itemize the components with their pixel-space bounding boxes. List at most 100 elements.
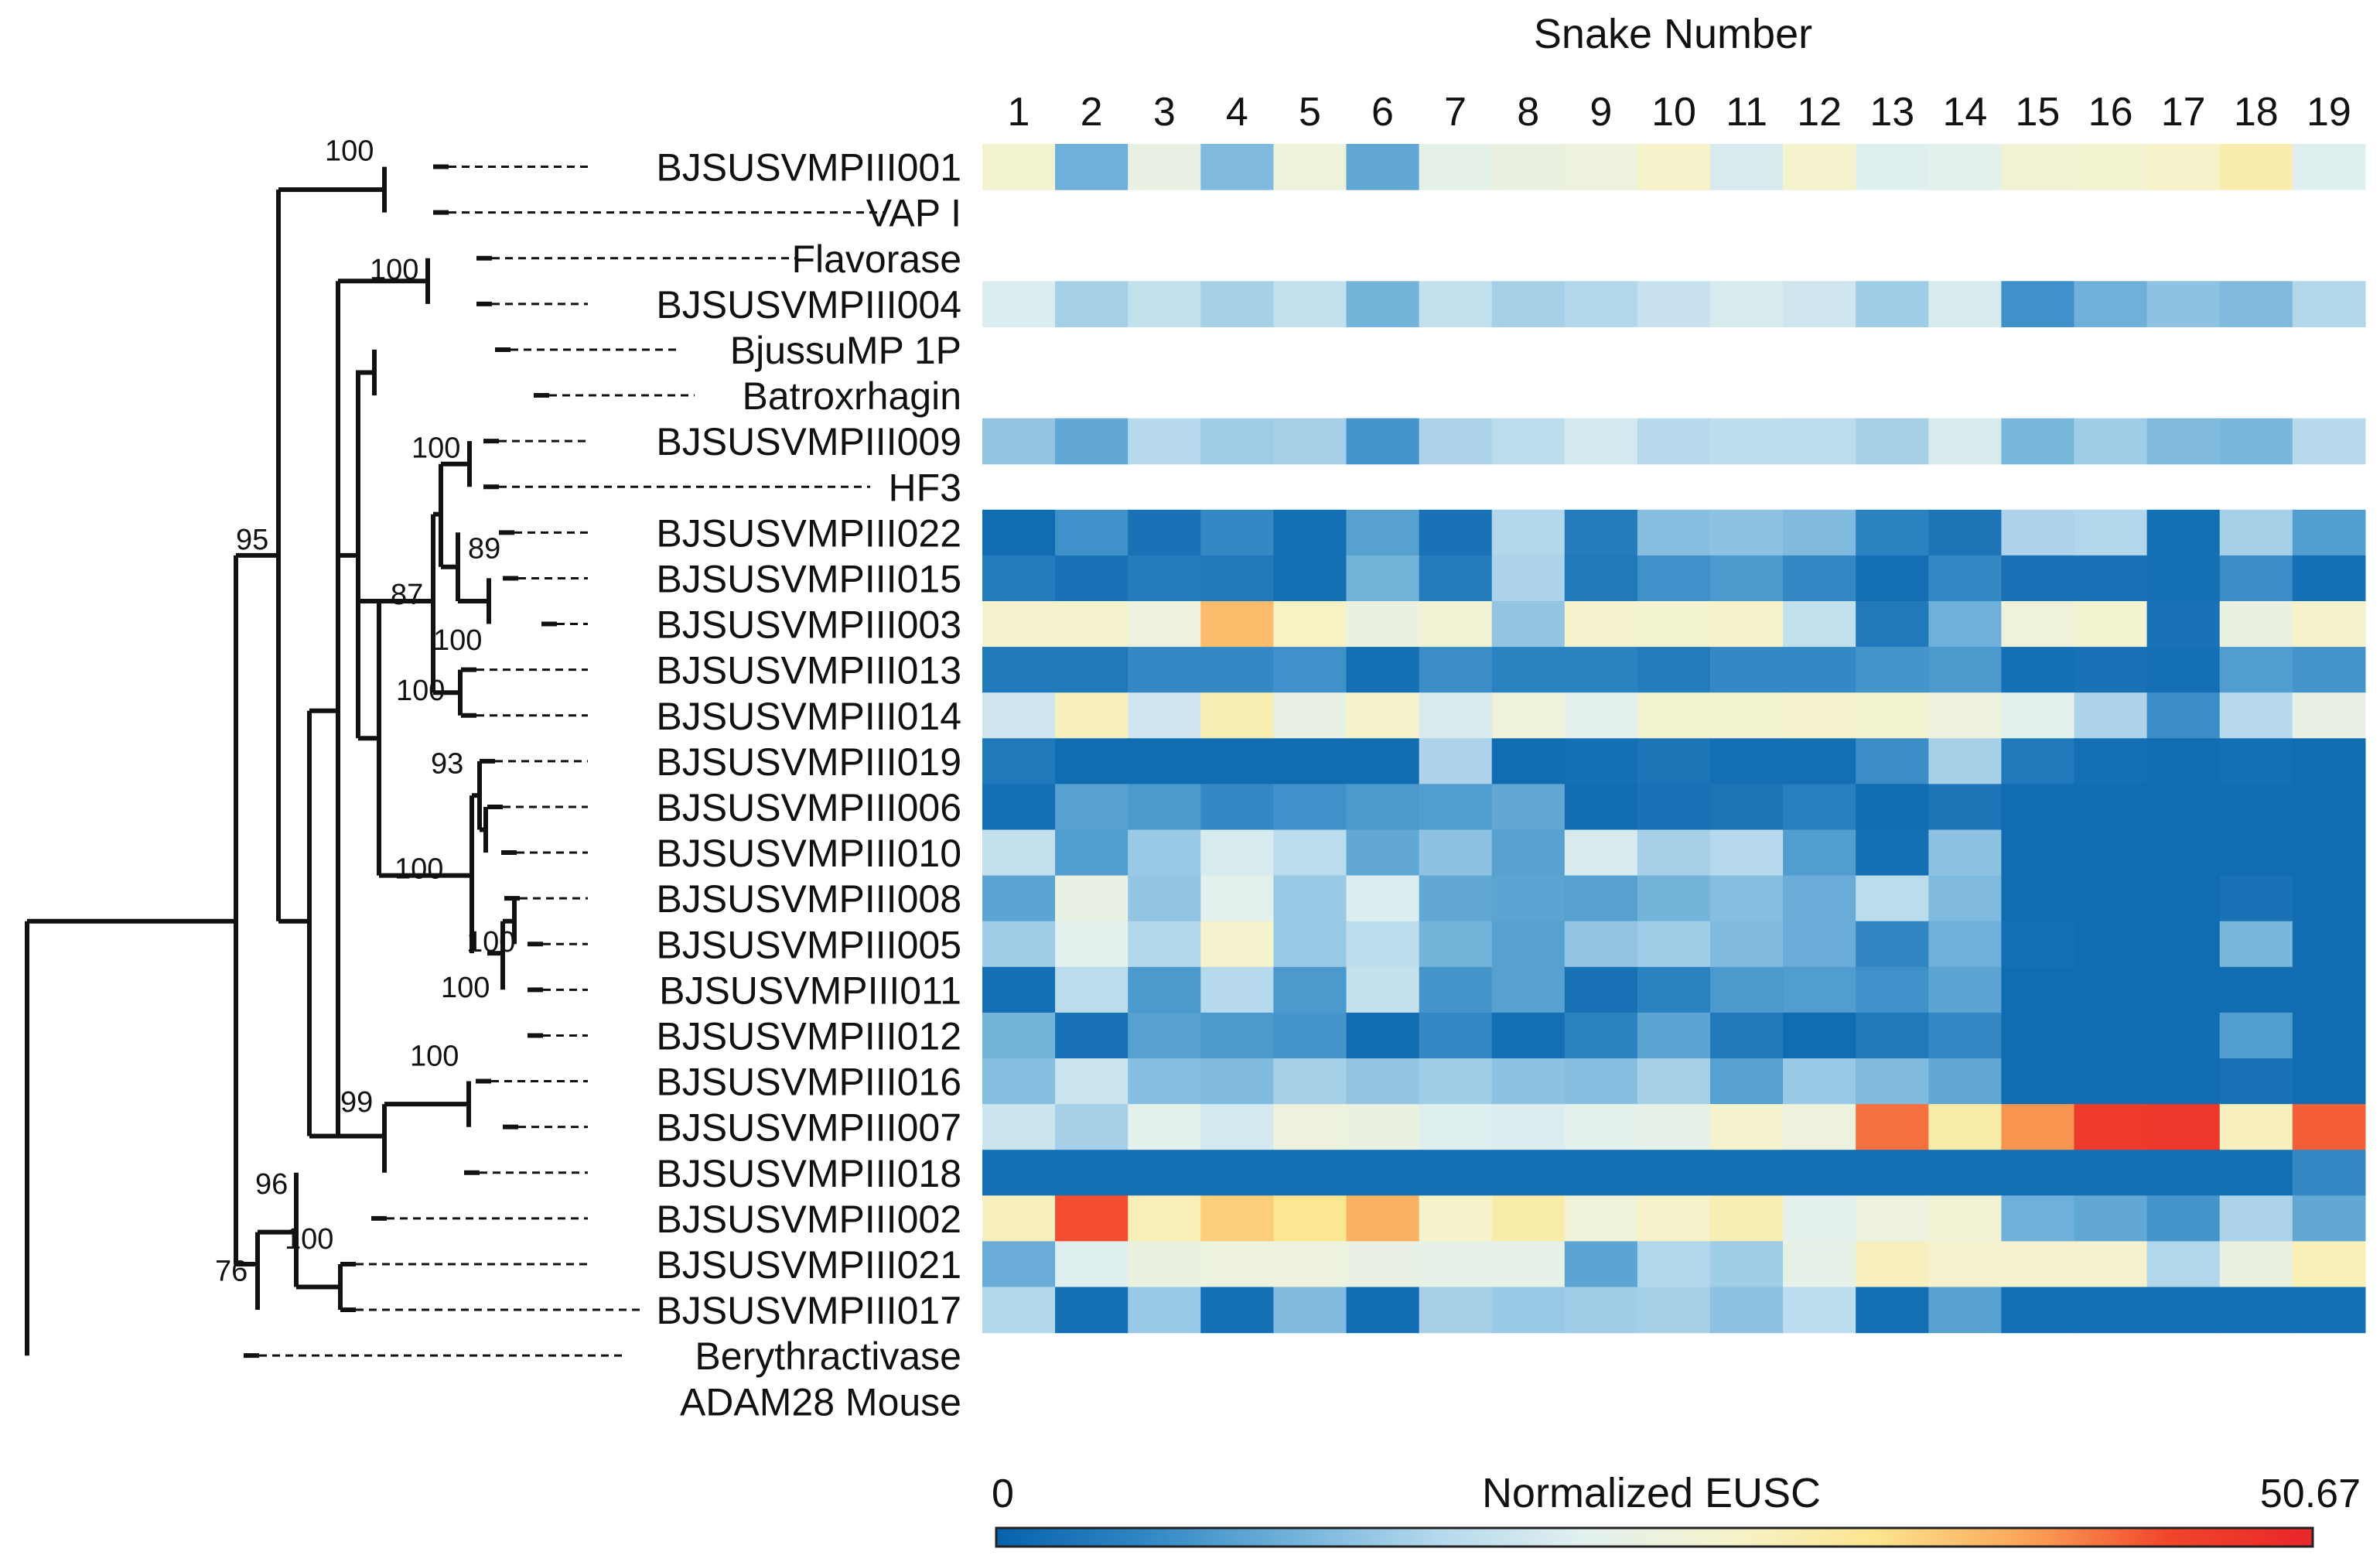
column-label: 13: [1870, 90, 1914, 135]
heatmap-cell: [2001, 1012, 2075, 1059]
column-label: 11: [1726, 90, 1767, 135]
heatmap-cell: [1491, 601, 1566, 648]
heatmap-cell: [2292, 692, 2366, 739]
heatmap-cell: [1710, 1195, 1784, 1242]
column-label: 17: [2161, 90, 2206, 135]
heatmap-cell: [1856, 875, 1929, 922]
heatmap-cell: [1346, 875, 1420, 922]
heatmap-cell: [1491, 509, 1566, 556]
heatmap-cell: [1928, 281, 2002, 327]
row-label: VAP I: [866, 192, 961, 235]
heatmap-cell: [2292, 921, 2366, 968]
row-label: BJSUSVMPIII022: [656, 511, 961, 555]
heatmap-cell: [1564, 647, 1638, 693]
heatmap-cell: [2219, 1058, 2293, 1105]
bootstrap-label: 100: [441, 972, 490, 1004]
heatmap-cell: [1856, 1012, 1929, 1059]
column-label: 6: [1371, 90, 1394, 135]
heatmap-cell: [2219, 1012, 2293, 1059]
heatmap-cell: [1273, 1195, 1347, 1242]
heatmap-cell: [1346, 921, 1420, 968]
row-label: BJSUSVMPIII014: [656, 695, 961, 738]
heatmap-cell: [2001, 1150, 2075, 1196]
heatmap-cell: [2001, 281, 2075, 327]
heatmap-cell: [1928, 509, 2002, 556]
heatmap-cell: [1710, 509, 1784, 556]
heatmap-cell: [1419, 1012, 1493, 1059]
heatmap-cell: [2074, 966, 2148, 1013]
heatmap-cell: [2219, 738, 2293, 784]
heatmap-cell: [2219, 1150, 2293, 1196]
row-label: Flavorase: [791, 238, 961, 281]
row-label: Batroxrhagin: [743, 374, 962, 418]
row-label: BJSUSVMPIII007: [656, 1106, 961, 1150]
heatmap-cell: [2001, 921, 2075, 968]
heatmap-cell: [1710, 144, 1784, 190]
heatmap-cell: [1419, 555, 1493, 602]
heatmap-cell: [1273, 647, 1347, 693]
heatmap-cell: [1856, 144, 1929, 190]
heatmap-cell: [2146, 1150, 2221, 1196]
heatmap-cell: [1128, 647, 1201, 693]
heatmap-cell: [1637, 1058, 1711, 1105]
heatmap-cell: [2001, 966, 2075, 1013]
heatmap-cell: [1564, 829, 1638, 877]
heatmap-cell: [1564, 1195, 1638, 1242]
heatmap-cell: [982, 555, 1056, 602]
heatmap-cell: [1491, 144, 1566, 190]
heatmap-cell: [2074, 601, 2148, 648]
heatmap-cell: [1564, 555, 1638, 602]
heatmap-cell: [1928, 1012, 2002, 1059]
heatmap-cell: [1637, 144, 1711, 190]
heatmap-cell: [1128, 921, 1201, 968]
heatmap-cell: [982, 1104, 1056, 1150]
heatmap-cell: [1637, 1195, 1711, 1242]
heatmap-cell: [982, 1287, 1056, 1334]
heatmap-cell: [1055, 692, 1129, 739]
heatmap-cell: [2292, 738, 2366, 784]
heatmap-cell: [982, 281, 1056, 327]
heatmap-cell: [1856, 281, 1929, 327]
heatmap-cell: [1491, 738, 1566, 784]
heatmap-cell: [2146, 509, 2221, 556]
row-label: HF3: [889, 466, 961, 509]
heatmap-cell: [1783, 601, 1856, 648]
heatmap-cell: [1637, 1104, 1711, 1150]
heatmap-cell: [1564, 692, 1638, 739]
bootstrap-label: 76: [215, 1256, 248, 1288]
heatmap-cell: [1710, 647, 1784, 693]
heatmap-cell: [1564, 875, 1638, 922]
heatmap-cell: [2146, 1287, 2221, 1334]
heatmap-cell: [1200, 829, 1274, 877]
heatmap-cell: [1491, 418, 1566, 465]
heatmap-cell: [2219, 418, 2293, 465]
heatmap-cell: [1273, 555, 1347, 602]
heatmap-cell: [1273, 601, 1347, 648]
heatmap-cell: [2219, 1287, 2293, 1334]
heatmap-cell: [2146, 738, 2221, 784]
heatmap-cell: [1055, 144, 1129, 190]
heatmap-cell: [1710, 738, 1784, 784]
heatmap-cell: [1273, 1104, 1347, 1150]
bootstrap-label: 100: [325, 135, 374, 168]
heatmap-cell: [1928, 1195, 2002, 1242]
heatmap-cell: [1564, 1241, 1638, 1288]
heatmap-cell: [2001, 784, 2075, 831]
heatmap-cell: [1200, 601, 1274, 648]
heatmap-cell: [1564, 601, 1638, 648]
heatmap-cell: [1928, 601, 2002, 648]
heatmap-cell: [1637, 647, 1711, 693]
heatmap-cell: [1710, 1058, 1784, 1105]
column-label: 9: [1590, 90, 1612, 135]
heatmap-cell: [1856, 418, 1929, 465]
heatmap-cell: [1273, 1287, 1347, 1334]
heatmap-cell: [2001, 144, 2075, 190]
heatmap-cell: [1783, 1241, 1856, 1288]
colorbar-title: Normalized EUSC: [1482, 1470, 1821, 1516]
heatmap-cell: [1419, 875, 1493, 922]
heatmap-cell: [2074, 1150, 2148, 1196]
row-label: BJSUSVMPIII009: [656, 420, 961, 463]
heatmap-cell: [1346, 555, 1420, 602]
heatmap-cell: [1491, 1241, 1566, 1288]
